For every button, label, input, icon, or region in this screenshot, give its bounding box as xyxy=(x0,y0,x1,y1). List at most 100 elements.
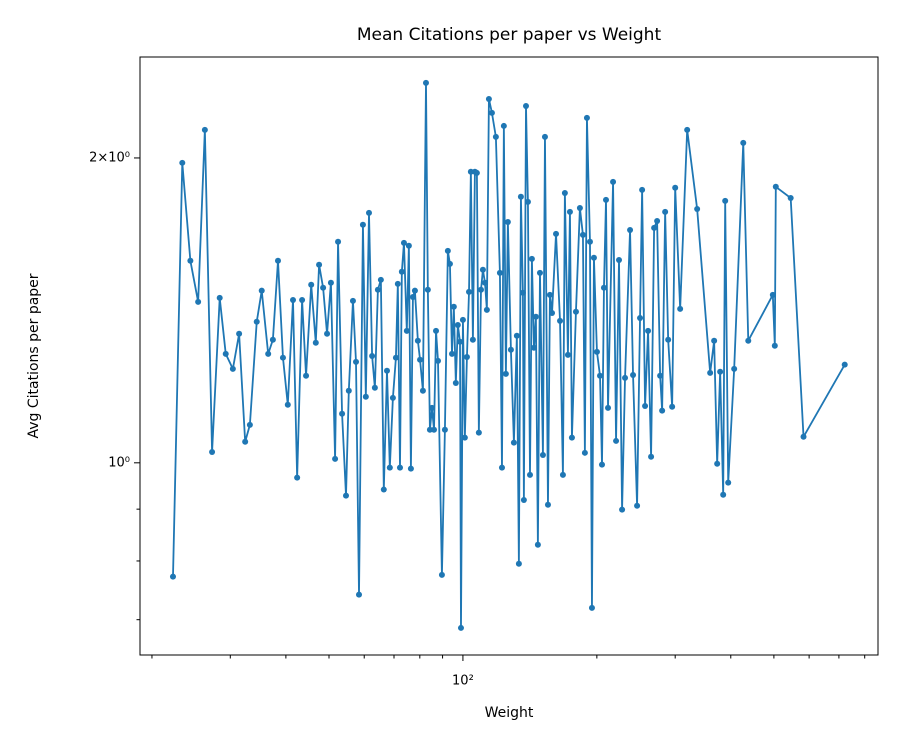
data-point xyxy=(549,309,556,316)
data-point xyxy=(717,368,724,375)
data-point xyxy=(475,429,482,436)
data-point xyxy=(745,337,752,344)
data-point xyxy=(389,394,396,401)
data-point xyxy=(216,294,223,301)
data-point xyxy=(435,357,442,364)
data-point xyxy=(345,387,352,394)
data-point xyxy=(771,342,778,349)
data-point xyxy=(583,114,590,121)
data-point xyxy=(407,465,414,472)
data-point xyxy=(528,255,535,262)
data-point xyxy=(669,403,676,410)
data-point xyxy=(559,471,566,478)
data-point xyxy=(209,448,216,455)
data-point xyxy=(335,238,342,245)
data-point xyxy=(274,257,281,264)
data-point xyxy=(654,217,661,224)
data-point xyxy=(610,178,617,185)
series-line xyxy=(172,82,846,629)
y-axis-label: Avg Citations per paper xyxy=(26,273,42,438)
data-point xyxy=(566,208,573,215)
data-point xyxy=(392,354,399,361)
data-point xyxy=(403,327,410,334)
data-point xyxy=(546,291,553,298)
data-point xyxy=(711,337,718,344)
data-point xyxy=(312,339,319,346)
data-point xyxy=(541,133,548,140)
data-point xyxy=(371,384,378,391)
data-point xyxy=(394,280,401,287)
data-point xyxy=(411,287,418,294)
data-point xyxy=(665,336,672,343)
data-point xyxy=(457,624,464,631)
data-point xyxy=(365,209,372,216)
data-point xyxy=(380,486,387,493)
data-point xyxy=(400,239,407,246)
plot-frame xyxy=(139,56,879,656)
data-point xyxy=(488,109,495,116)
data-point xyxy=(639,186,646,193)
data-point xyxy=(642,402,649,409)
data-point xyxy=(714,460,721,467)
data-point xyxy=(433,327,440,334)
data-point xyxy=(539,451,546,458)
data-point xyxy=(383,367,390,374)
data-point xyxy=(398,268,405,275)
data-point xyxy=(557,317,564,324)
data-point xyxy=(419,387,426,394)
data-point xyxy=(452,379,459,386)
data-point xyxy=(496,269,503,276)
data-point xyxy=(526,471,533,478)
data-point xyxy=(369,352,376,359)
data-point xyxy=(586,238,593,245)
data-point xyxy=(645,327,652,334)
data-point xyxy=(265,350,272,357)
data-point xyxy=(520,496,527,503)
data-point xyxy=(731,365,738,372)
data-point xyxy=(627,226,634,233)
data-point xyxy=(353,358,360,365)
data-point xyxy=(396,464,403,471)
data-point xyxy=(720,491,727,498)
data-point xyxy=(299,296,306,303)
data-point xyxy=(343,492,350,499)
data-point xyxy=(374,286,381,293)
data-point xyxy=(284,401,291,408)
data-point xyxy=(289,296,296,303)
data-point xyxy=(534,541,541,548)
data-point xyxy=(619,506,626,513)
data-point xyxy=(651,224,658,231)
data-point xyxy=(553,230,560,237)
data-point xyxy=(576,204,583,211)
data-point xyxy=(630,371,637,378)
data-point xyxy=(602,196,609,203)
data-point xyxy=(657,372,664,379)
data-point xyxy=(590,254,597,261)
data-point xyxy=(524,198,531,205)
y-tick-label: 10⁰ xyxy=(108,455,130,470)
data-point xyxy=(694,205,701,212)
data-point xyxy=(409,293,416,300)
data-point xyxy=(561,189,568,196)
data-point xyxy=(179,159,186,166)
data-point xyxy=(772,183,779,190)
data-point xyxy=(269,336,276,343)
data-point xyxy=(519,289,526,296)
data-point xyxy=(564,351,571,358)
data-point xyxy=(428,404,435,411)
data-point xyxy=(510,439,517,446)
data-point xyxy=(722,197,729,204)
data-point xyxy=(349,297,356,304)
data-point xyxy=(187,257,194,264)
data-point xyxy=(386,464,393,471)
data-point xyxy=(672,184,679,191)
data-point xyxy=(477,286,484,293)
data-point xyxy=(320,284,327,291)
data-point xyxy=(417,356,424,363)
y-tick-label: 2×10⁰ xyxy=(89,150,130,165)
data-point xyxy=(530,344,537,351)
data-point xyxy=(622,374,629,381)
data-point xyxy=(498,464,505,471)
